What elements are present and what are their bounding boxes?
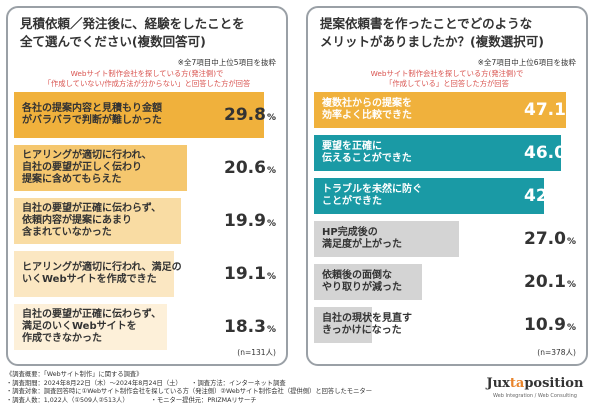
right-panel-subnote: ※全7項目中上位6項目を抜粋 (477, 58, 576, 67)
bar-value-unit: % (266, 113, 276, 123)
bar (14, 251, 174, 297)
logo-wordmark-accent: ta (509, 376, 525, 391)
bar-value-number: 19.1 (224, 264, 266, 284)
bar-value-label: 19.1% (224, 251, 276, 297)
survey-footer-line: ・調査人数：1,022人（①509人②513人） ・モニター提供元：PRIZMA… (6, 396, 257, 404)
bar-value-number: 20.6 (224, 158, 266, 178)
bar-value-label: 10.9% (524, 307, 576, 343)
bar-value-number: 47.1 (524, 100, 566, 120)
bar-row: 自社の要望が正確に伝わらず、 依頼内容が提案にあまり 含まれていなかった 19.9… (14, 198, 282, 244)
left-panel: 見積依頼／発注後に、経験をしたことを 全て選んでください(複数回答可) ※全7項… (6, 6, 288, 366)
bar (14, 145, 187, 191)
right-panel: 提案依頼書を作ったことでどのような メリットがありましたか？(複数選択可) ※全… (306, 6, 588, 366)
logo-wordmark: Juxtaposition (480, 376, 590, 391)
bar-row: 自社の現状を見直す きっかけになった 10.9% (314, 307, 582, 343)
bar-value-unit: % (566, 323, 576, 333)
bar-value-number: 29.8 (224, 105, 266, 125)
bar-value-number: 19.9 (224, 211, 266, 231)
bar-row: HP完成後の 満足度が上がった 27.0% (314, 221, 582, 257)
bar-row: 各社の提案内容と見積もり金額 がバラバラで判断が難しかった 29.8% (14, 92, 282, 138)
left-panel-title: 見積依頼／発注後に、経験をしたことを 全て選んでください(複数回答可) (20, 16, 245, 49)
bar-category-label: 要望を正確に 伝えることができた (322, 141, 412, 164)
right-panel-caption-line1: Webサイト制作会社を探している方(発注側)で (370, 69, 524, 78)
logo-tagline: Web Integration / Web Consulting (493, 393, 577, 399)
bar (314, 307, 373, 343)
survey-footer-line: ・調査期間：2024年8月22日（木）〜2024年8月24日（土） ・調査方法：… (6, 379, 286, 387)
bar-value-unit: % (266, 219, 276, 229)
bar-value-label: 20.6% (224, 145, 276, 191)
bar-category-label: 依頼後の面倒な やり取りが減った (322, 270, 402, 293)
bar (14, 198, 181, 244)
survey-footer-line: ・調査対象：調査回答時に①Webサイト制作会社を探している方（発注側）②Webサ… (6, 388, 372, 396)
bar-value-label: 27.0% (524, 221, 576, 257)
bar-value-label: 19.9% (224, 198, 276, 244)
bar-category-label: 自社の要望が正確に伝わらず、 依頼内容が提案にあまり 含まれていなかった (22, 203, 162, 238)
logo-wordmark-part: position (524, 376, 584, 391)
bar-value-label: 29.8% (224, 92, 276, 138)
bar-category-label: 複数社からの提案を 効率よく比較できた (322, 98, 412, 121)
bar-value-label: 46.0% (524, 135, 576, 171)
bar-row: 要望を正確に 伝えることができた 46.0% (314, 135, 582, 171)
bar-value-number: 27.0 (524, 229, 566, 249)
bar-row: 複数社からの提案を 効率よく比較できた 47.1% (314, 92, 582, 128)
bar (314, 178, 544, 214)
juxtaposition-logo: Juxtaposition Web Integration / Web Cons… (480, 376, 590, 410)
bar-value-label: 20.1% (524, 264, 576, 300)
bar (14, 304, 168, 350)
bar (314, 221, 459, 257)
bar-value-label: 42.9% (524, 178, 576, 214)
bar-value-unit: % (566, 194, 576, 204)
left-sample-size: (n=131人) (237, 348, 276, 357)
bar-row: トラブルを未然に防ぐ ことができた 42.9% (314, 178, 582, 214)
bar-value-unit: % (566, 237, 576, 247)
bar-category-label: ヒアリングが適切に行われ、満足の いくWebサイトを作成できた (22, 262, 182, 285)
bar-value-unit: % (566, 108, 576, 118)
left-panel-caption-line2: 「作成していない/作成方法が分からない」と回答した方が回答 (43, 79, 251, 88)
bar-value-number: 18.3 (224, 317, 266, 337)
bar-row: 自社の要望が正確に伝わらず、 満足のいくWebサイトを 作成できなかった 18.3… (14, 304, 282, 350)
bar-value-unit: % (566, 151, 576, 161)
bar-row: ヒアリングが適切に行われ、満足の いくWebサイトを作成できた 19.1% (14, 251, 282, 297)
survey-footer-line: 《調査概要：「Webサイト制作」に関する調査》 (6, 371, 143, 378)
bar-category-label: ヒアリングが適切に行われ、 自社の要望が正しく伝わり 提案に含めてもらえた (22, 150, 152, 185)
bar-category-label: 自社の要望が正確に伝わらず、 満足のいくWebサイトを 作成できなかった (22, 309, 162, 344)
bar-category-label: HP完成後の 満足度が上がった (322, 227, 402, 250)
bar-value-unit: % (266, 325, 276, 335)
bar-value-label: 18.3% (224, 304, 276, 350)
bar-value-number: 46.0 (524, 143, 566, 163)
left-bar-chart: 各社の提案内容と見積もり金額 がバラバラで判断が難しかった 29.8% ヒアリングが… (14, 92, 282, 357)
survey-footer: 《調査概要：「Webサイト制作」に関する調査》 ・調査期間：2024年8月22日… (6, 371, 372, 405)
right-panel-caption-line2: 「作成している」と回答した方が回答 (385, 79, 509, 88)
bar (14, 92, 264, 138)
bar-value-unit: % (266, 272, 276, 282)
bar-value-unit: % (566, 280, 576, 290)
bar-value-number: 10.9 (524, 315, 566, 335)
bar (314, 264, 422, 300)
bar (314, 135, 561, 171)
bar-row: 依頼後の面倒な やり取りが減った 20.1% (314, 264, 582, 300)
bar-value-number: 42.9 (524, 186, 566, 206)
right-bar-chart: 複数社からの提案を 効率よく比較できた 47.1% 要望を正確に 伝えることができた… (314, 92, 582, 350)
bar-value-unit: % (266, 166, 276, 176)
right-sample-size: (n=378人) (537, 348, 576, 357)
bar-value-label: 47.1% (524, 92, 576, 128)
bar-category-label: 各社の提案内容と見積もり金額 がバラバラで判断が難しかった (22, 103, 162, 126)
left-panel-caption-line1: Webサイト制作会社を探している方(発注側)で (70, 69, 224, 78)
bar-category-label: トラブルを未然に防ぐ ことができた (322, 184, 422, 207)
bar-row: ヒアリングが適切に行われ、 自社の要望が正しく伝わり 提案に含めてもらえた 20.… (14, 145, 282, 191)
bar (314, 92, 567, 128)
left-panel-subnote: ※全7項目中上位5項目を抜粋 (177, 58, 276, 67)
bar-category-label: 自社の現状を見直す きっかけになった (322, 313, 412, 336)
bar-value-number: 20.1 (524, 272, 566, 292)
right-panel-title: 提案依頼書を作ったことでどのような メリットがありましたか？(複数選択可) (320, 16, 544, 49)
logo-wordmark-part: Jux (486, 376, 510, 391)
